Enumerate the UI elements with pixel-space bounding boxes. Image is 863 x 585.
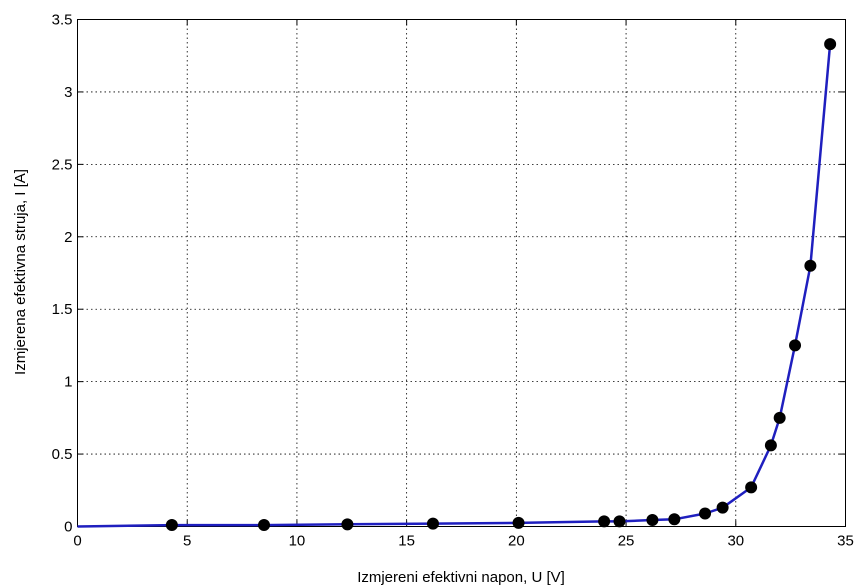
data-point — [668, 513, 681, 526]
y-tick-label: 1.5 — [52, 301, 73, 318]
y-tick-label: 2 — [64, 229, 72, 246]
data-point — [773, 411, 786, 424]
data-point — [646, 513, 659, 526]
data-point — [426, 517, 439, 530]
series-line — [77, 43, 832, 528]
data-point — [824, 38, 837, 51]
y-tick-label: 0 — [64, 519, 72, 536]
data-point — [512, 516, 525, 529]
data-point — [341, 518, 354, 531]
y-tick-label: 2.5 — [52, 156, 73, 173]
x-tick-label: 10 — [289, 533, 306, 550]
data-point — [165, 519, 178, 532]
grid — [77, 19, 846, 527]
data-point — [598, 515, 611, 528]
axes-background — [77, 19, 846, 527]
y-tick-label: 0.5 — [52, 446, 73, 463]
x-tick-label: 35 — [837, 533, 854, 550]
tick-labels: 0 5 10 15 20 25 30 35 0 0.5 1 1.5 2 2.5 3 3.5 — [52, 12, 854, 550]
y-tick-label: 3.5 — [52, 12, 73, 29]
x-tick-label: 20 — [508, 533, 525, 550]
data-point — [764, 439, 777, 452]
y-tick-label: 1 — [64, 374, 72, 391]
y-axis-label: Izmjerena efektivna struja, I [A] — [12, 169, 29, 375]
data-point — [716, 501, 729, 514]
data-series — [77, 38, 837, 532]
data-point — [804, 259, 817, 272]
data-point — [258, 519, 271, 532]
y-tick-label: 3 — [64, 84, 72, 101]
data-point — [613, 515, 626, 528]
x-tick-label: 30 — [727, 533, 744, 550]
x-tick-label: 5 — [183, 533, 191, 550]
x-axis-label: Izmjereni efektivni napon, U [V] — [357, 569, 565, 585]
x-tick-label: 15 — [398, 533, 415, 550]
data-point — [699, 507, 712, 520]
data-point — [789, 339, 802, 352]
x-tick-label: 0 — [73, 533, 81, 550]
data-point — [745, 481, 758, 494]
x-tick-label: 25 — [618, 533, 635, 550]
